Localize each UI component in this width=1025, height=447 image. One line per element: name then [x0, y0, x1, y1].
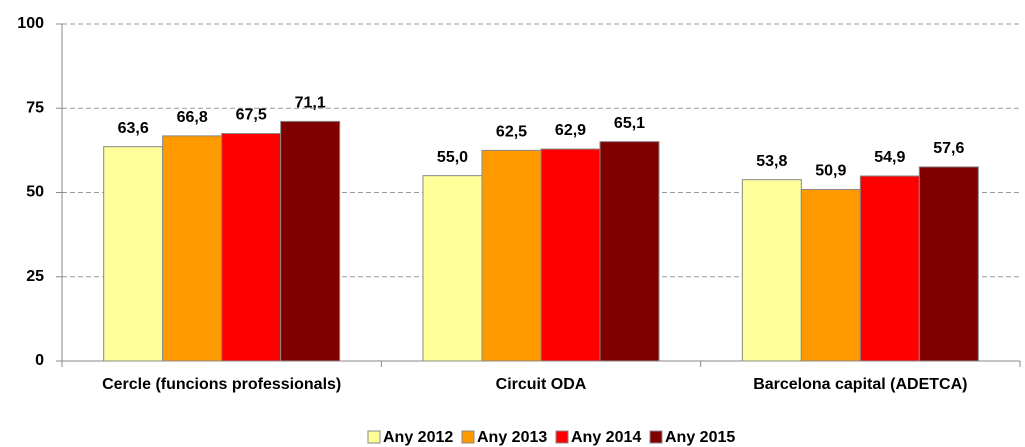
- data-label: 55,0: [437, 149, 468, 166]
- bar: [859, 175, 920, 362]
- bar: [162, 135, 223, 362]
- x-tick-label: Cercle (funcions professionals): [102, 376, 341, 393]
- data-label: 66,8: [177, 109, 208, 126]
- bar: [280, 120, 341, 362]
- data-label: 67,5: [236, 107, 267, 124]
- bar: [103, 146, 164, 362]
- y-tick-label: 25: [26, 268, 44, 285]
- bar: [800, 188, 861, 362]
- data-label: 57,6: [933, 140, 964, 157]
- bar: [918, 166, 979, 362]
- legend-swatch: [461, 430, 475, 444]
- legend-label: Any 2014: [571, 429, 641, 446]
- data-label: 50,9: [815, 163, 846, 180]
- bar: [741, 179, 802, 362]
- y-tick-label: 100: [17, 15, 44, 32]
- legend-swatch: [649, 430, 663, 444]
- legend-label: Any 2013: [477, 429, 547, 446]
- data-label: 63,6: [118, 120, 149, 137]
- bar: [481, 149, 542, 362]
- data-label: 54,9: [874, 149, 905, 166]
- legend-label: Any 2015: [665, 429, 735, 446]
- bar: [221, 133, 282, 362]
- y-tick-label: 50: [26, 184, 44, 201]
- data-label: 62,9: [555, 122, 586, 139]
- data-label: 65,1: [614, 115, 645, 132]
- data-label: 53,8: [756, 153, 787, 170]
- x-tick-label: Barcelona capital (ADETCA): [753, 376, 967, 393]
- bar: [540, 148, 601, 362]
- legend-swatch: [367, 430, 381, 444]
- y-tick-label: 0: [35, 352, 44, 369]
- bar: [599, 141, 660, 362]
- legend-swatch: [555, 430, 569, 444]
- x-tick-label: Circuit ODA: [496, 376, 587, 393]
- data-label: 71,1: [295, 95, 326, 112]
- data-label: 62,5: [496, 124, 527, 141]
- legend-label: Any 2012: [383, 429, 453, 446]
- bar: [422, 175, 483, 362]
- y-tick-label: 75: [26, 99, 44, 116]
